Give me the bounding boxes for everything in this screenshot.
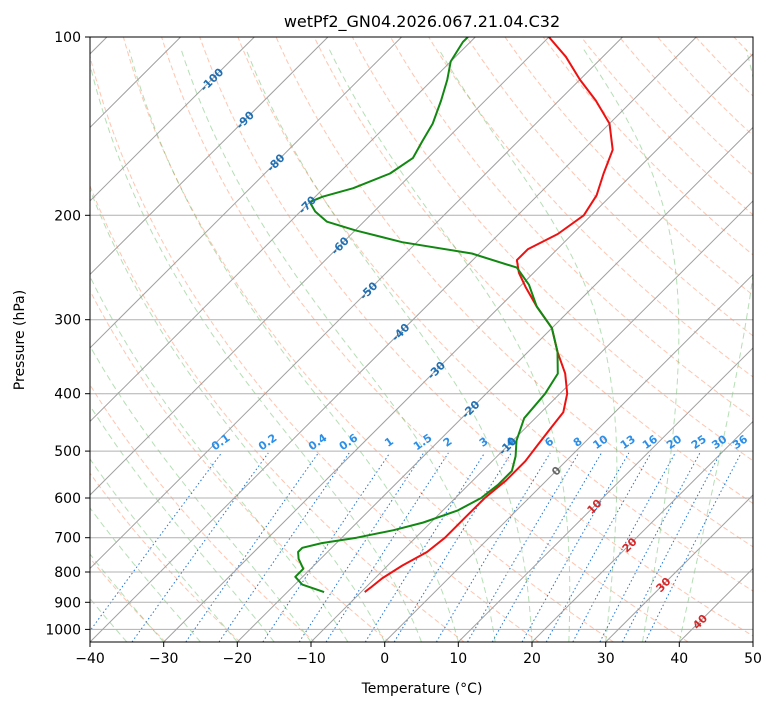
x-tick-label: 0 — [380, 651, 389, 667]
isotherm-line — [605, 494, 753, 642]
moist-adiabat — [90, 597, 128, 642]
x-axis-ticks: −40 −30 −20 −10 0 10 20 30 40 50 — [75, 642, 762, 667]
dry-adiabat — [237, 37, 753, 592]
mixing-ratio-line — [298, 452, 425, 642]
moist-adiabat — [90, 553, 165, 642]
y-tick-label: 200 — [54, 208, 81, 224]
y-axis-ticks: 100 200 300 400 500 600 700 800 900 1000 — [45, 30, 90, 638]
isotherm-line — [90, 37, 623, 570]
chart-title: wetPf2_GN04.2026.067.21.04.C32 — [284, 12, 560, 32]
isotherm-line — [384, 273, 753, 642]
moist-adiabat — [328, 49, 571, 642]
moist-adiabat — [90, 404, 275, 642]
moist-adiabat — [583, 49, 680, 642]
isotherm-line — [90, 37, 255, 202]
y-tick-label: 100 — [54, 30, 81, 46]
moist-adiabat — [180, 49, 496, 642]
dry-adiabat — [90, 472, 241, 642]
mixing-ratio-line — [644, 452, 742, 642]
dewpoint-profile-line — [294, 37, 559, 594]
mixing-ratio-line — [185, 452, 319, 642]
y-tick-label: 800 — [54, 565, 81, 581]
isotherm-line — [310, 200, 753, 642]
x-tick-label: −40 — [75, 651, 105, 667]
dry-adiabat — [275, 37, 753, 548]
moist-adiabat — [245, 49, 533, 642]
dry-adiabat — [466, 37, 753, 337]
x-tick-label: 40 — [670, 651, 688, 667]
dry-adiabat — [90, 289, 390, 642]
moist-adiabat — [90, 507, 201, 642]
dry-adiabat — [580, 37, 753, 216]
isotherm-line — [457, 347, 753, 642]
mixing-ratio-line — [491, 452, 602, 642]
y-tick-label: 700 — [54, 531, 81, 547]
dry-adiabat — [90, 54, 540, 642]
moist-adiabat — [438, 49, 618, 642]
dry-adiabat — [504, 37, 753, 296]
isotherm-line — [163, 53, 753, 642]
dry-adiabat — [90, 383, 316, 642]
isotherm-line — [90, 37, 476, 423]
y-tick-label: 500 — [54, 444, 81, 460]
x-tick-label: −30 — [149, 651, 179, 667]
x-tick-label: 10 — [449, 651, 467, 667]
x-tick-label: −10 — [296, 651, 326, 667]
moist-adiabat — [128, 49, 459, 642]
mixing-ratio-line — [467, 452, 580, 642]
mixing-ratio-line — [435, 452, 551, 642]
y-tick-label: 1000 — [45, 622, 81, 638]
y-tick-label: 300 — [54, 313, 81, 329]
dry-adiabat — [122, 37, 614, 642]
plot-background — [90, 37, 753, 642]
dry-adiabat — [313, 37, 753, 505]
mixing-ratio-line — [325, 452, 449, 642]
dry-adiabat — [161, 37, 689, 642]
isotherm-line — [90, 37, 402, 349]
isotherm-line — [90, 37, 329, 276]
x-axis-label: Temperature (°C) — [361, 681, 483, 697]
isotherm-line — [752, 641, 753, 642]
x-tick-label: 30 — [597, 651, 615, 667]
plot-frame — [89, 36, 754, 643]
moist-adiabat — [90, 275, 349, 642]
mixing-ratio-line — [393, 452, 512, 642]
isotherm-line — [90, 37, 550, 496]
isotherm-line — [531, 420, 753, 642]
mixing-ratio-line — [131, 452, 269, 642]
isotherm-line — [90, 37, 697, 642]
mixing-ratio-line — [364, 452, 486, 642]
moist-adiabat — [90, 62, 422, 642]
moist-adiabat — [678, 49, 753, 642]
y-axis-label: Pressure (hPa) — [12, 290, 28, 390]
profile-series — [294, 37, 614, 594]
mixing-ratio-line — [521, 452, 630, 642]
y-tick-label: 400 — [54, 387, 81, 403]
moist-adiabat — [90, 458, 238, 642]
x-tick-label: −20 — [223, 651, 253, 667]
mixing-ratio-line — [90, 452, 222, 632]
y-tick-label: 600 — [54, 491, 81, 507]
mixing-ratio-line — [621, 452, 721, 642]
x-tick-label: 20 — [523, 651, 541, 667]
grid-lines — [90, 37, 753, 642]
y-tick-label: 900 — [54, 595, 81, 611]
dry-adiabat — [351, 37, 753, 462]
x-tick-label: 50 — [744, 651, 762, 667]
